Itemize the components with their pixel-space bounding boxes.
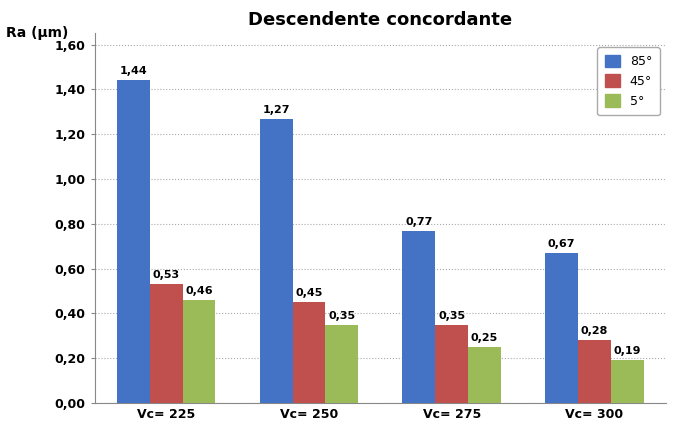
Y-axis label: Ra (μm): Ra (μm) bbox=[7, 26, 69, 40]
Legend: 85°, 45°, 5°: 85°, 45°, 5° bbox=[597, 47, 659, 115]
Bar bbox=[260, 118, 292, 403]
Text: 1,44: 1,44 bbox=[119, 67, 147, 76]
Text: 0,77: 0,77 bbox=[406, 216, 433, 226]
Bar bbox=[468, 347, 501, 403]
Bar bbox=[578, 340, 611, 403]
Text: 0,19: 0,19 bbox=[613, 346, 641, 356]
Bar bbox=[183, 300, 215, 403]
Text: 0,45: 0,45 bbox=[295, 288, 323, 298]
Title: Descendente concordante: Descendente concordante bbox=[248, 11, 512, 29]
Text: 0,35: 0,35 bbox=[328, 311, 355, 321]
Text: 0,53: 0,53 bbox=[152, 270, 179, 280]
Bar bbox=[326, 324, 358, 403]
Bar bbox=[435, 324, 468, 403]
Bar bbox=[611, 360, 644, 403]
Bar bbox=[292, 302, 326, 403]
Bar bbox=[402, 231, 435, 403]
Bar bbox=[545, 253, 578, 403]
Text: 0,67: 0,67 bbox=[548, 239, 575, 249]
Text: 0,25: 0,25 bbox=[471, 333, 498, 343]
Text: 0,46: 0,46 bbox=[185, 286, 213, 296]
Text: 1,27: 1,27 bbox=[263, 105, 290, 114]
Text: 0,28: 0,28 bbox=[581, 326, 608, 336]
Bar bbox=[117, 80, 150, 403]
Text: 0,35: 0,35 bbox=[438, 311, 465, 321]
Bar bbox=[150, 284, 183, 403]
